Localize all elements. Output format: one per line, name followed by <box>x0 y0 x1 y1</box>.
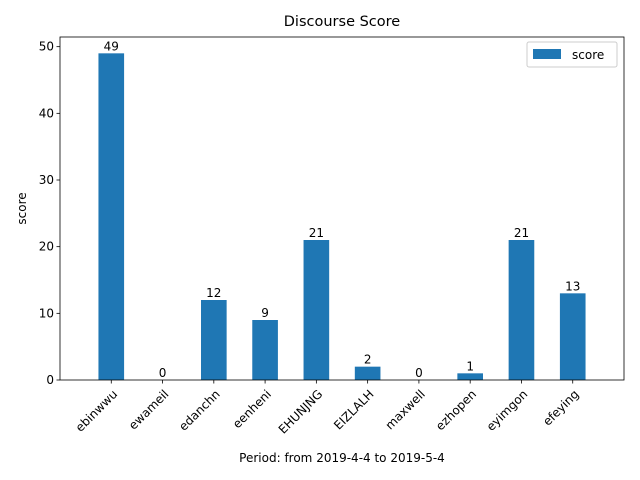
y-tick-label: 0 <box>46 373 54 387</box>
chart-title: Discourse Score <box>284 14 401 30</box>
data-label-ewameil: 0 <box>159 366 167 380</box>
y-axis-ticks: 0 10 20 30 40 50 <box>39 40 60 387</box>
bar-ebinwwu <box>98 53 124 380</box>
bar-edanchn <box>201 300 227 380</box>
data-label-efeying: 13 <box>565 279 580 293</box>
data-label-EIZLALH: 2 <box>364 353 372 367</box>
data-label-ezhopen: 1 <box>466 359 474 373</box>
plot-area-frame <box>60 37 624 380</box>
x-tick-label: EIZLALH <box>331 387 376 432</box>
bars-layer <box>98 53 585 380</box>
data-label-eyimgon: 21 <box>514 226 529 240</box>
x-tick-label: efeying <box>540 387 581 428</box>
data-label-edanchn: 12 <box>206 286 221 300</box>
legend-label: score <box>572 48 604 62</box>
y-tick-label: 40 <box>39 106 54 120</box>
y-tick-label: 50 <box>39 40 54 54</box>
x-axis-label: Period: from 2019-4-4 to 2019-5-4 <box>239 451 445 465</box>
bar-eenheni <box>252 320 278 380</box>
data-label-ebinwwu: 49 <box>104 39 119 53</box>
x-axis-ticks: ebinwwu ewameil edanchn eenheni EHUNJNG EIZLA… <box>73 380 582 437</box>
bar-efeying <box>560 293 586 380</box>
x-tick-label: ezhopen <box>433 387 479 433</box>
data-label-EHUNJNG: 21 <box>309 226 324 240</box>
bar-eyimgon <box>509 240 535 380</box>
x-tick-label: edanchn <box>176 387 223 434</box>
x-tick-label: eyimgon <box>484 387 531 434</box>
bar-EHUNJNG <box>304 240 330 380</box>
x-tick-label: EHUNJNG <box>276 387 326 437</box>
data-label-maxwell: 0 <box>415 366 423 380</box>
bar-EIZLALH <box>355 367 381 380</box>
x-tick-label: eenheni <box>230 387 274 431</box>
legend: score <box>527 42 617 67</box>
y-tick-label: 10 <box>39 306 54 320</box>
data-label-eenheni: 9 <box>261 306 269 320</box>
x-tick-label: maxwell <box>383 387 428 432</box>
bar-ezhopen <box>457 373 483 380</box>
y-axis-label: score <box>15 192 29 224</box>
x-tick-label: ewameil <box>126 387 171 432</box>
y-tick-label: 30 <box>39 173 54 187</box>
x-tick-label: ebinwwu <box>73 387 121 435</box>
legend-swatch <box>533 49 561 59</box>
y-tick-label: 20 <box>39 240 54 254</box>
